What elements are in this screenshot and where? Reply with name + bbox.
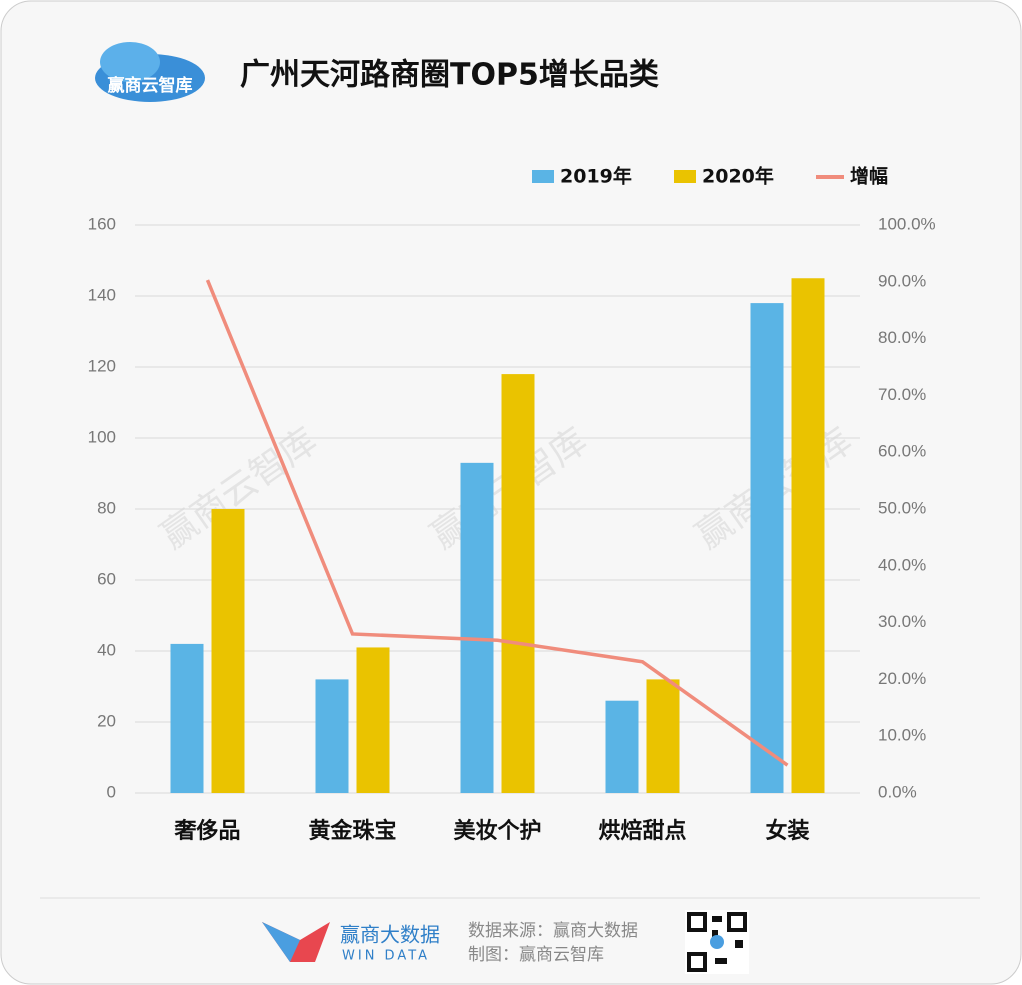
y2-tick-label: 60.0% [878,442,926,461]
y-tick-label: 20 [97,711,116,730]
y-tick-label: 160 [88,214,116,233]
x-tick-label: 奢侈品 [173,818,240,844]
y-tick-label: 100 [88,427,116,446]
y2-tick-label: 30.0% [878,612,926,631]
footer-logo [262,922,330,962]
footer-brand: 赢商大数据 [340,923,440,947]
bar [460,462,494,793]
y2-tick-label: 100.0% [878,214,936,233]
bar [646,679,680,793]
legend-swatch [532,170,554,183]
y-tick-label: 40 [97,640,116,659]
y-tick-label: 0 [107,782,116,801]
y-tick-label: 60 [97,569,116,588]
y2-tick-label: 70.0% [878,385,926,404]
legend-label: 2020年 [702,165,774,188]
y-tick-label: 120 [88,356,116,375]
bar [211,509,245,793]
legend-label: 2019年 [560,165,632,188]
x-tick-label: 烘焙甜点 [598,818,686,844]
y-tick-label: 80 [97,498,116,517]
y2-tick-label: 20.0% [878,669,926,688]
credit: 制图：赢商云智库 [468,945,604,965]
y2-tick-label: 80.0% [878,328,926,347]
bar [170,643,204,793]
line [205,279,789,767]
bar [356,647,390,793]
y-tick-label: 140 [88,285,116,304]
logo-text: 赢商云智库 [108,75,193,96]
bar [605,700,639,793]
y2-tick-label: 50.0% [878,498,926,517]
y2-tick-label: 90.0% [878,271,926,290]
y2-tick-label: 0.0% [878,782,917,801]
qr-code [685,910,749,974]
y2-tick-label: 40.0% [878,555,926,574]
logo: 赢商云智库 [95,42,205,102]
bar [315,679,349,793]
x-tick-label: 美妆个护 [453,818,541,844]
legend-swatch [674,170,696,183]
bar [791,278,825,793]
legend-swatch [816,175,844,179]
bar [501,374,535,793]
x-tick-label: 女装 [765,818,809,844]
bar [750,303,784,793]
source: 数据来源：赢商大数据 [468,921,638,941]
x-tick-label: 黄金珠宝 [308,818,396,844]
chart-title: 广州天河路商圈TOP5增长品类 [240,58,659,93]
footer-brand-en: WIN DATA [342,949,430,964]
y2-tick-label: 10.0% [878,726,926,745]
legend-label: 增幅 [850,165,888,188]
